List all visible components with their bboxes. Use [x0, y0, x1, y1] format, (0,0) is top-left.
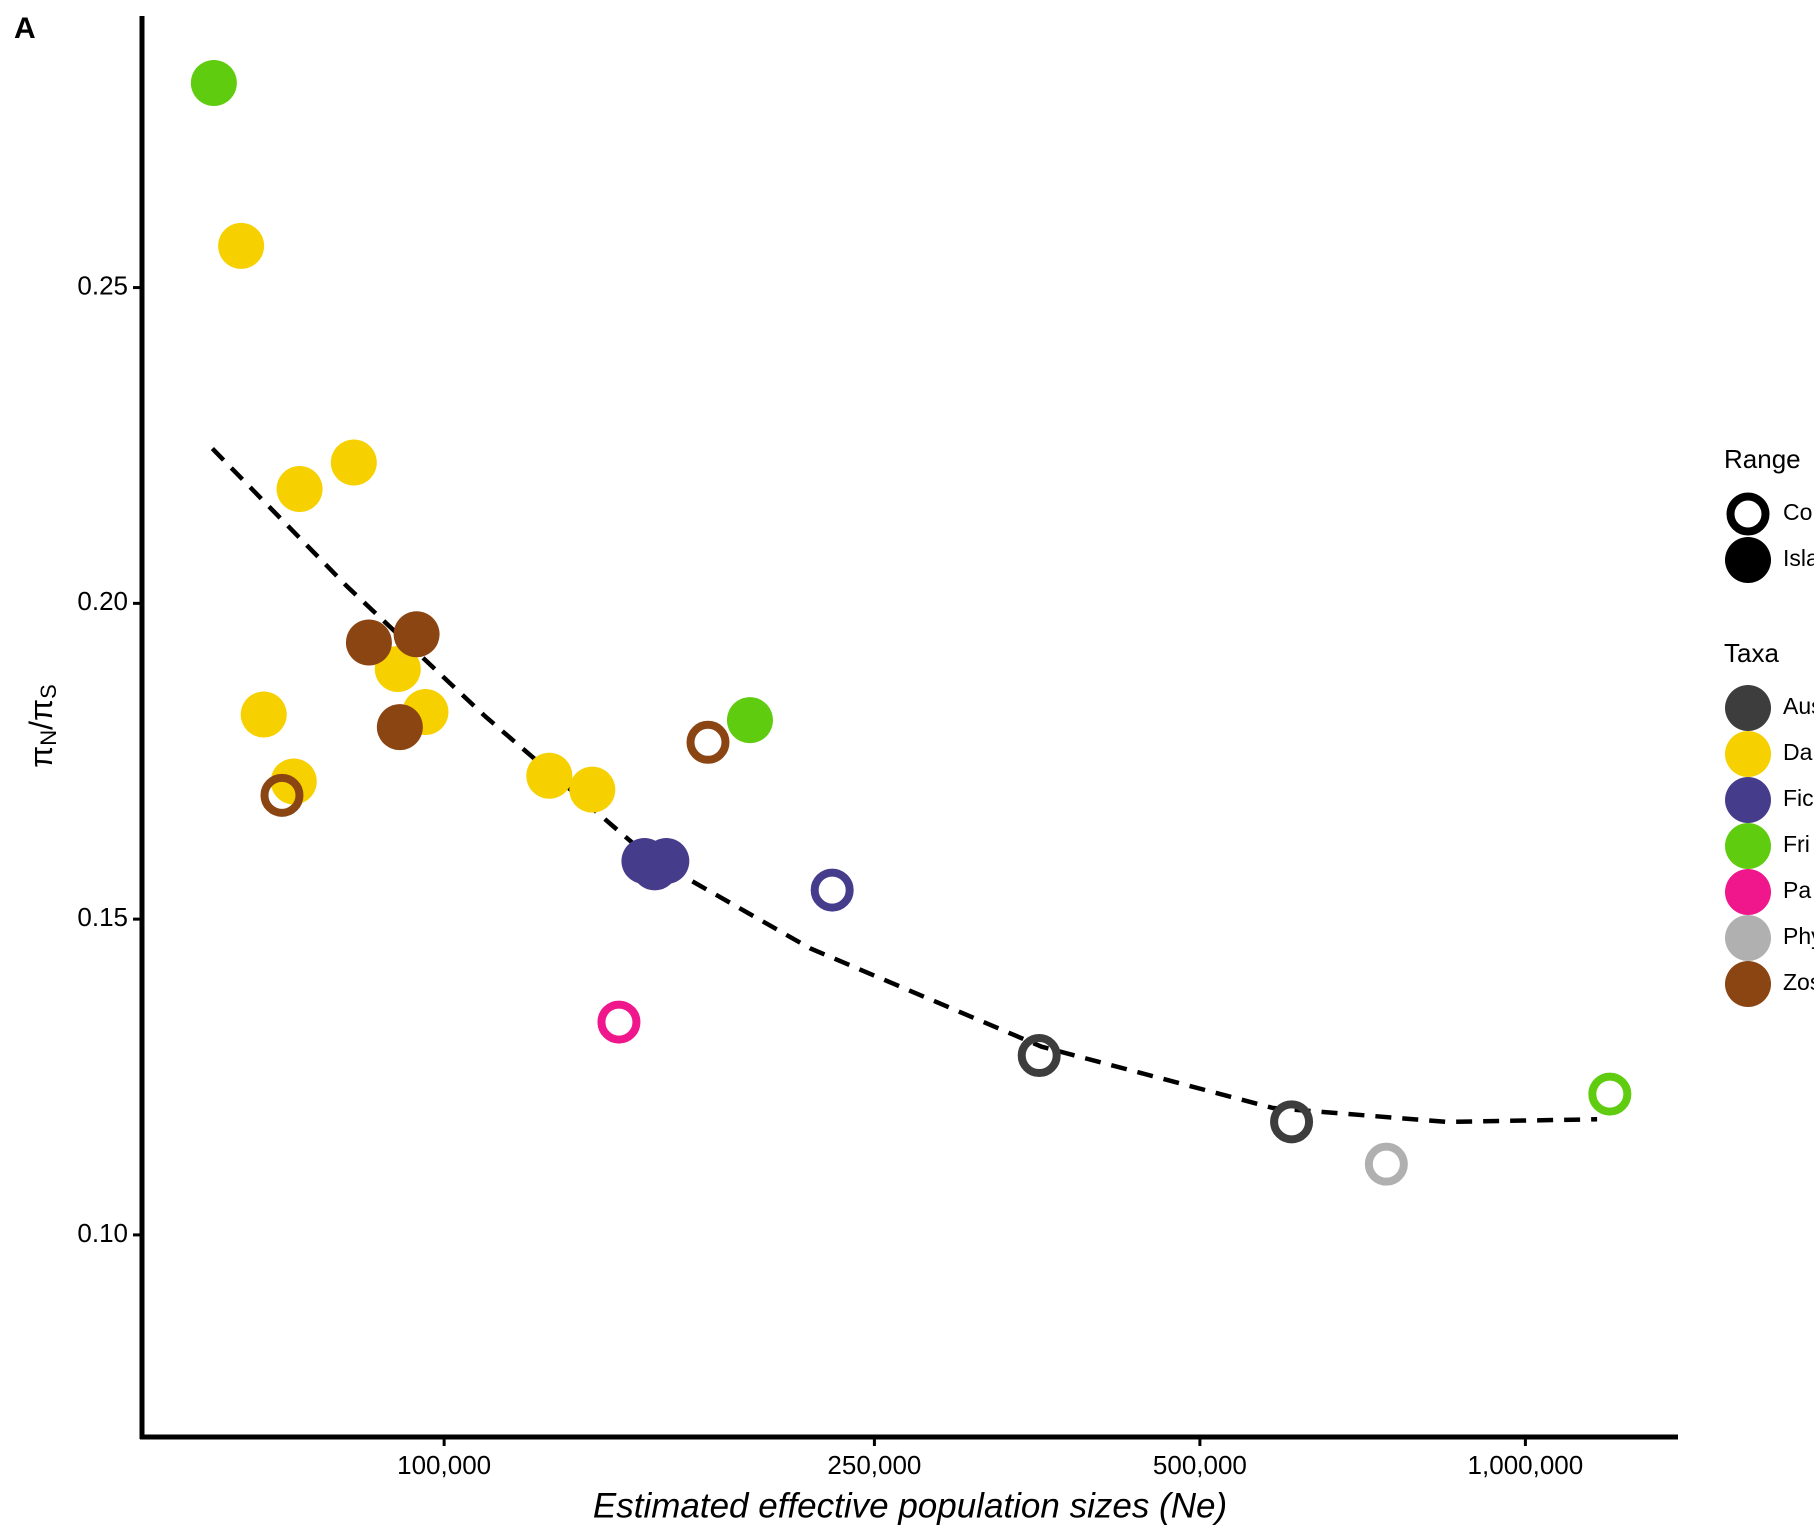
point [526, 752, 573, 799]
y-tick-label: 0.10 [77, 1218, 128, 1248]
x-tick-label: 500,000 [1153, 1450, 1247, 1480]
point [569, 766, 616, 813]
legend-symbol [1725, 731, 1771, 777]
y-label-part: N [36, 730, 61, 746]
point [393, 611, 440, 658]
legend-label: Co [1783, 499, 1812, 525]
point [345, 619, 392, 666]
point [1588, 1072, 1632, 1116]
legend-label: Isla [1783, 545, 1814, 571]
legend-label: Zos [1783, 969, 1814, 995]
legend-symbol [1725, 961, 1771, 1007]
legend-symbol [1726, 492, 1770, 536]
y-axis-label: πN/πS [23, 684, 60, 768]
y-label-part: π [23, 746, 59, 768]
x-axis-label: Estimated effective population sizes (Ne… [593, 1486, 1227, 1525]
x-tick-label: 1,000,000 [1468, 1450, 1584, 1480]
legend-symbol [1725, 823, 1771, 869]
y-tick-label: 0.25 [77, 270, 128, 300]
legend-symbol [1725, 777, 1771, 823]
legend-title: Range [1724, 444, 1801, 474]
legend-symbol [1725, 869, 1771, 915]
point [1017, 1034, 1061, 1078]
fit-line [210, 447, 1598, 1125]
point [240, 691, 287, 738]
point [597, 1000, 641, 1044]
point [376, 704, 423, 751]
point [1270, 1100, 1314, 1144]
legend-label: Da [1783, 739, 1813, 765]
y-tick-label: 0.15 [77, 902, 128, 932]
legend-label: Fic [1783, 785, 1814, 811]
legend-label: Fri [1783, 831, 1810, 857]
point [218, 222, 265, 269]
legend-symbol [1725, 537, 1771, 583]
y-tick-label: 0.20 [77, 586, 128, 616]
point [190, 59, 237, 106]
point [276, 466, 323, 513]
legend-label: Pa [1783, 877, 1811, 903]
x-tick-label: 100,000 [397, 1450, 491, 1480]
y-label-part: /π [23, 699, 59, 730]
point [631, 844, 678, 891]
point [1364, 1142, 1408, 1186]
legend-symbol [1725, 915, 1771, 961]
point [330, 439, 377, 486]
x-tick-label: 250,000 [827, 1450, 921, 1480]
legend-symbol [1725, 685, 1771, 731]
legend-label: Phy [1783, 923, 1814, 949]
panel-label: A [14, 12, 36, 45]
point [686, 720, 730, 764]
legend-title: Taxa [1724, 638, 1779, 668]
legend-label: Aus [1783, 693, 1814, 719]
point [726, 697, 773, 744]
y-label-part: S [36, 684, 61, 699]
point [260, 773, 304, 817]
point [810, 868, 854, 912]
